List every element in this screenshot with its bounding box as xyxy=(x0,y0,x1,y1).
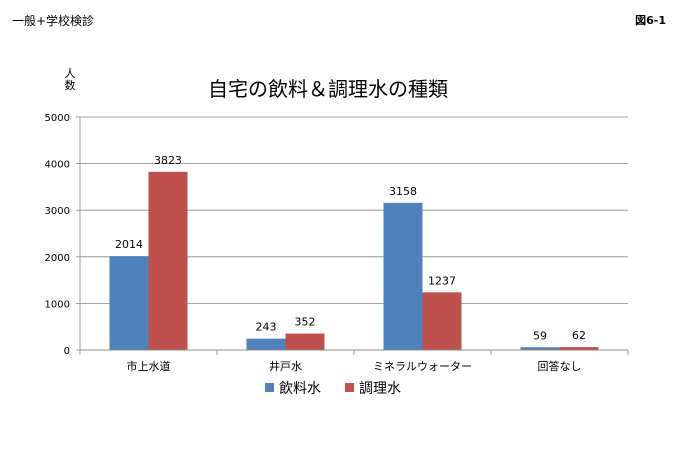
x-category-label: ミネラルウォーター xyxy=(373,360,472,373)
data-label: 62 xyxy=(572,329,586,342)
data-label: 59 xyxy=(533,329,547,342)
bar-series2 xyxy=(559,347,599,350)
legend-swatch xyxy=(265,383,274,392)
figure-number: 図6-1 xyxy=(635,14,666,27)
data-label: 2014 xyxy=(115,238,143,251)
y-axis-label-char: 数 xyxy=(65,79,76,92)
x-category-label: 回答なし xyxy=(538,359,582,373)
data-label: 1237 xyxy=(428,274,456,287)
data-label: 243 xyxy=(256,321,277,334)
bar-series1 xyxy=(246,338,286,350)
bars xyxy=(109,171,599,350)
bar-series2 xyxy=(422,292,462,350)
bar-series2 xyxy=(285,333,325,350)
bar-series1 xyxy=(109,256,149,350)
y-axis-ticks: 0 1000 2000 3000 4000 5000 xyxy=(45,113,80,357)
x-axis-categories: 市上水道 井戸水 ミネラルウォーター 回答なし xyxy=(79,349,629,373)
y-tick-label: 2000 xyxy=(45,253,70,264)
y-tick-label: 3000 xyxy=(45,206,70,217)
legend-label: 飲料水 xyxy=(279,381,321,397)
x-category-label: 市上水道 xyxy=(127,359,171,373)
data-label: 3158 xyxy=(389,185,417,198)
y-tick-label: 5000 xyxy=(45,113,70,124)
data-labels: 2014 3823 243 352 3158 1237 59 62 xyxy=(115,154,586,342)
y-axis-label-char: 人 xyxy=(65,67,76,80)
bar-series2 xyxy=(148,171,188,350)
legend-label: 調理水 xyxy=(359,381,401,397)
x-category-label: 井戸水 xyxy=(269,359,302,373)
bar-series1 xyxy=(383,202,423,350)
y-axis-label: 人数 xyxy=(65,67,76,92)
chart-title: 自宅の飲料＆調理水の種類 xyxy=(208,77,448,101)
y-tick-label: 1000 xyxy=(45,299,70,310)
data-label: 352 xyxy=(295,316,316,329)
header-left-label: 一般+学校検診 xyxy=(12,14,95,28)
legend: 飲料水 調理水 xyxy=(265,381,401,397)
bar-series1 xyxy=(520,347,560,350)
legend-swatch xyxy=(345,383,354,392)
y-tick-label: 4000 xyxy=(45,160,70,171)
y-tick-label: 0 xyxy=(64,346,70,357)
data-label: 3823 xyxy=(154,154,182,167)
